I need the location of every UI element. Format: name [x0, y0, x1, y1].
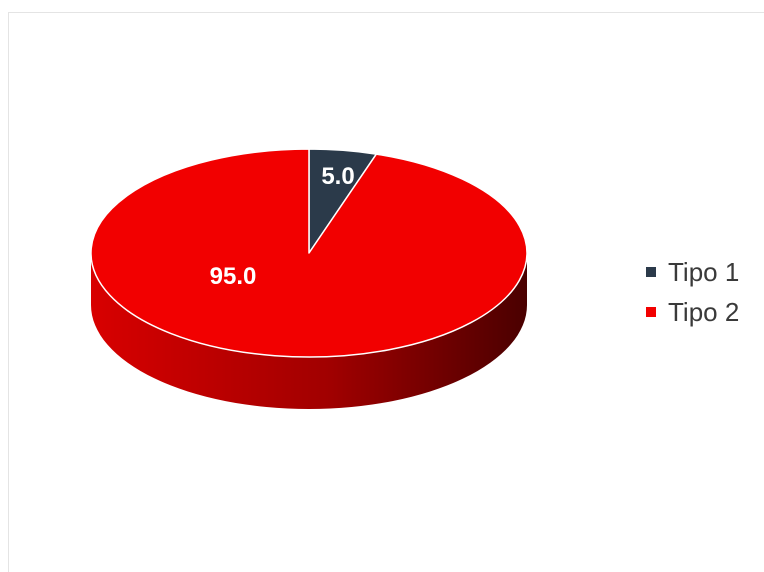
legend-item-tipo-1[interactable]: Tipo 1 [646, 252, 739, 292]
legend-label-tipo-1: Tipo 1 [668, 256, 740, 287]
chart-frame [8, 12, 764, 572]
pie-slice-tipo-2[interactable] [90, 148, 528, 358]
legend-swatch-tipo-2 [646, 307, 656, 317]
pie-side-wall [91, 253, 527, 409]
legend-swatch-tipo-1 [646, 267, 656, 277]
data-label-tipo-2: 95.0 [210, 263, 257, 290]
chart-legend: Tipo 1 Tipo 2 [646, 252, 739, 332]
legend-item-tipo-2[interactable]: Tipo 2 [646, 292, 739, 332]
data-label-tipo-1: 5.0 [321, 163, 354, 190]
legend-label-tipo-2: Tipo 2 [668, 296, 740, 327]
